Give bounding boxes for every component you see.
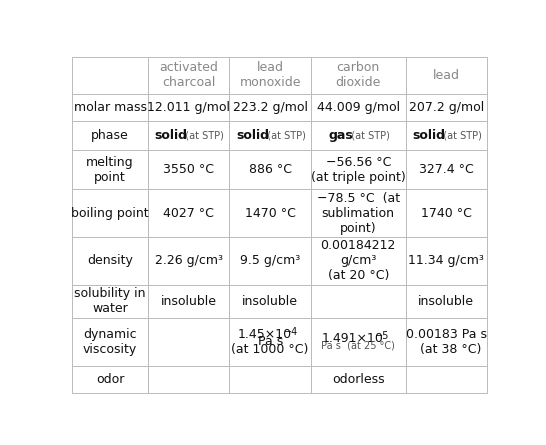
Bar bbox=[406, 285, 487, 318]
Bar bbox=[406, 366, 487, 392]
Bar bbox=[229, 366, 311, 392]
Text: solubility in
water: solubility in water bbox=[74, 287, 146, 316]
Text: (at STP): (at STP) bbox=[346, 130, 390, 141]
Bar bbox=[73, 285, 147, 318]
Text: solid: solid bbox=[412, 129, 446, 142]
Text: odorless: odorless bbox=[332, 372, 384, 386]
Text: molar mass: molar mass bbox=[74, 101, 146, 114]
Text: (at STP): (at STP) bbox=[179, 130, 224, 141]
Bar bbox=[147, 366, 229, 392]
Text: −4: −4 bbox=[284, 327, 298, 337]
Bar bbox=[73, 121, 147, 150]
Text: (at STP): (at STP) bbox=[437, 130, 482, 141]
Text: 2.26 g/cm³: 2.26 g/cm³ bbox=[155, 255, 223, 267]
Bar bbox=[229, 318, 311, 366]
Text: 327.4 °C: 327.4 °C bbox=[419, 163, 474, 176]
Bar bbox=[311, 150, 406, 190]
Text: insoluble: insoluble bbox=[418, 295, 474, 308]
Text: insoluble: insoluble bbox=[242, 295, 298, 308]
Text: density: density bbox=[87, 255, 133, 267]
Bar bbox=[73, 150, 147, 190]
Bar bbox=[147, 190, 229, 237]
Bar bbox=[406, 237, 487, 285]
Text: 44.009 g/mol: 44.009 g/mol bbox=[317, 101, 400, 114]
Text: 9.5 g/cm³: 9.5 g/cm³ bbox=[240, 255, 300, 267]
Bar bbox=[229, 57, 311, 94]
Bar bbox=[147, 150, 229, 190]
Bar bbox=[147, 237, 229, 285]
Text: 1470 °C: 1470 °C bbox=[245, 207, 295, 220]
Text: −78.5 °C  (at
sublimation
point): −78.5 °C (at sublimation point) bbox=[317, 192, 400, 235]
Text: 4027 °C: 4027 °C bbox=[163, 207, 214, 220]
Bar bbox=[229, 121, 311, 150]
Text: 11.34 g/cm³: 11.34 g/cm³ bbox=[408, 255, 484, 267]
Text: insoluble: insoluble bbox=[161, 295, 217, 308]
Text: (at STP): (at STP) bbox=[260, 130, 305, 141]
Bar bbox=[229, 94, 311, 121]
Bar bbox=[73, 57, 147, 94]
Text: boiling point: boiling point bbox=[72, 207, 149, 220]
Text: 0.00183 Pa s
  (at 38 °C): 0.00183 Pa s (at 38 °C) bbox=[406, 328, 487, 356]
Text: 0.00184212
g/cm³
(at 20 °C): 0.00184212 g/cm³ (at 20 °C) bbox=[321, 239, 396, 283]
Text: 886 °C: 886 °C bbox=[248, 163, 292, 176]
Text: 1.45×10: 1.45×10 bbox=[238, 328, 292, 341]
Bar bbox=[406, 94, 487, 121]
Bar bbox=[406, 318, 487, 366]
Bar bbox=[311, 285, 406, 318]
Bar bbox=[406, 57, 487, 94]
Bar bbox=[147, 57, 229, 94]
Text: solid: solid bbox=[236, 129, 269, 142]
Bar bbox=[73, 237, 147, 285]
Text: Pa s: Pa s bbox=[258, 336, 283, 348]
Bar bbox=[73, 190, 147, 237]
Bar bbox=[73, 366, 147, 392]
Bar bbox=[229, 285, 311, 318]
Text: dynamic
viscosity: dynamic viscosity bbox=[83, 328, 137, 356]
Bar bbox=[311, 237, 406, 285]
Bar bbox=[147, 285, 229, 318]
Bar bbox=[311, 94, 406, 121]
Text: (at 1000 °C): (at 1000 °C) bbox=[232, 343, 309, 356]
Text: phase: phase bbox=[91, 129, 129, 142]
Bar bbox=[406, 190, 487, 237]
Bar bbox=[229, 150, 311, 190]
Bar bbox=[147, 121, 229, 150]
Text: 1740 °C: 1740 °C bbox=[421, 207, 472, 220]
Bar bbox=[311, 366, 406, 392]
Text: melting
point: melting point bbox=[86, 156, 134, 184]
Bar bbox=[229, 237, 311, 285]
Text: carbon
dioxide: carbon dioxide bbox=[336, 61, 381, 89]
Text: 207.2 g/mol: 207.2 g/mol bbox=[409, 101, 484, 114]
Bar bbox=[406, 150, 487, 190]
Bar bbox=[311, 190, 406, 237]
Bar bbox=[406, 121, 487, 150]
Bar bbox=[147, 94, 229, 121]
Text: lead
monoxide: lead monoxide bbox=[239, 61, 301, 89]
Bar bbox=[73, 94, 147, 121]
Text: Pa s  (at 25 °C): Pa s (at 25 °C) bbox=[321, 340, 395, 351]
Bar bbox=[229, 190, 311, 237]
Text: 3550 °C: 3550 °C bbox=[163, 163, 214, 176]
Bar bbox=[311, 318, 406, 366]
Text: lead: lead bbox=[433, 69, 460, 82]
Bar bbox=[311, 121, 406, 150]
Bar bbox=[147, 318, 229, 366]
Bar bbox=[73, 318, 147, 366]
Text: odor: odor bbox=[96, 372, 124, 386]
Text: solid: solid bbox=[155, 129, 188, 142]
Text: gas: gas bbox=[329, 129, 353, 142]
Text: −56.56 °C
(at triple point): −56.56 °C (at triple point) bbox=[311, 156, 406, 184]
Text: 12.011 g/mol: 12.011 g/mol bbox=[147, 101, 230, 114]
Text: −5: −5 bbox=[375, 331, 389, 341]
Text: 1.491×10: 1.491×10 bbox=[322, 332, 384, 344]
Text: activated
charcoal: activated charcoal bbox=[159, 61, 218, 89]
Text: 223.2 g/mol: 223.2 g/mol bbox=[233, 101, 307, 114]
Bar bbox=[311, 57, 406, 94]
